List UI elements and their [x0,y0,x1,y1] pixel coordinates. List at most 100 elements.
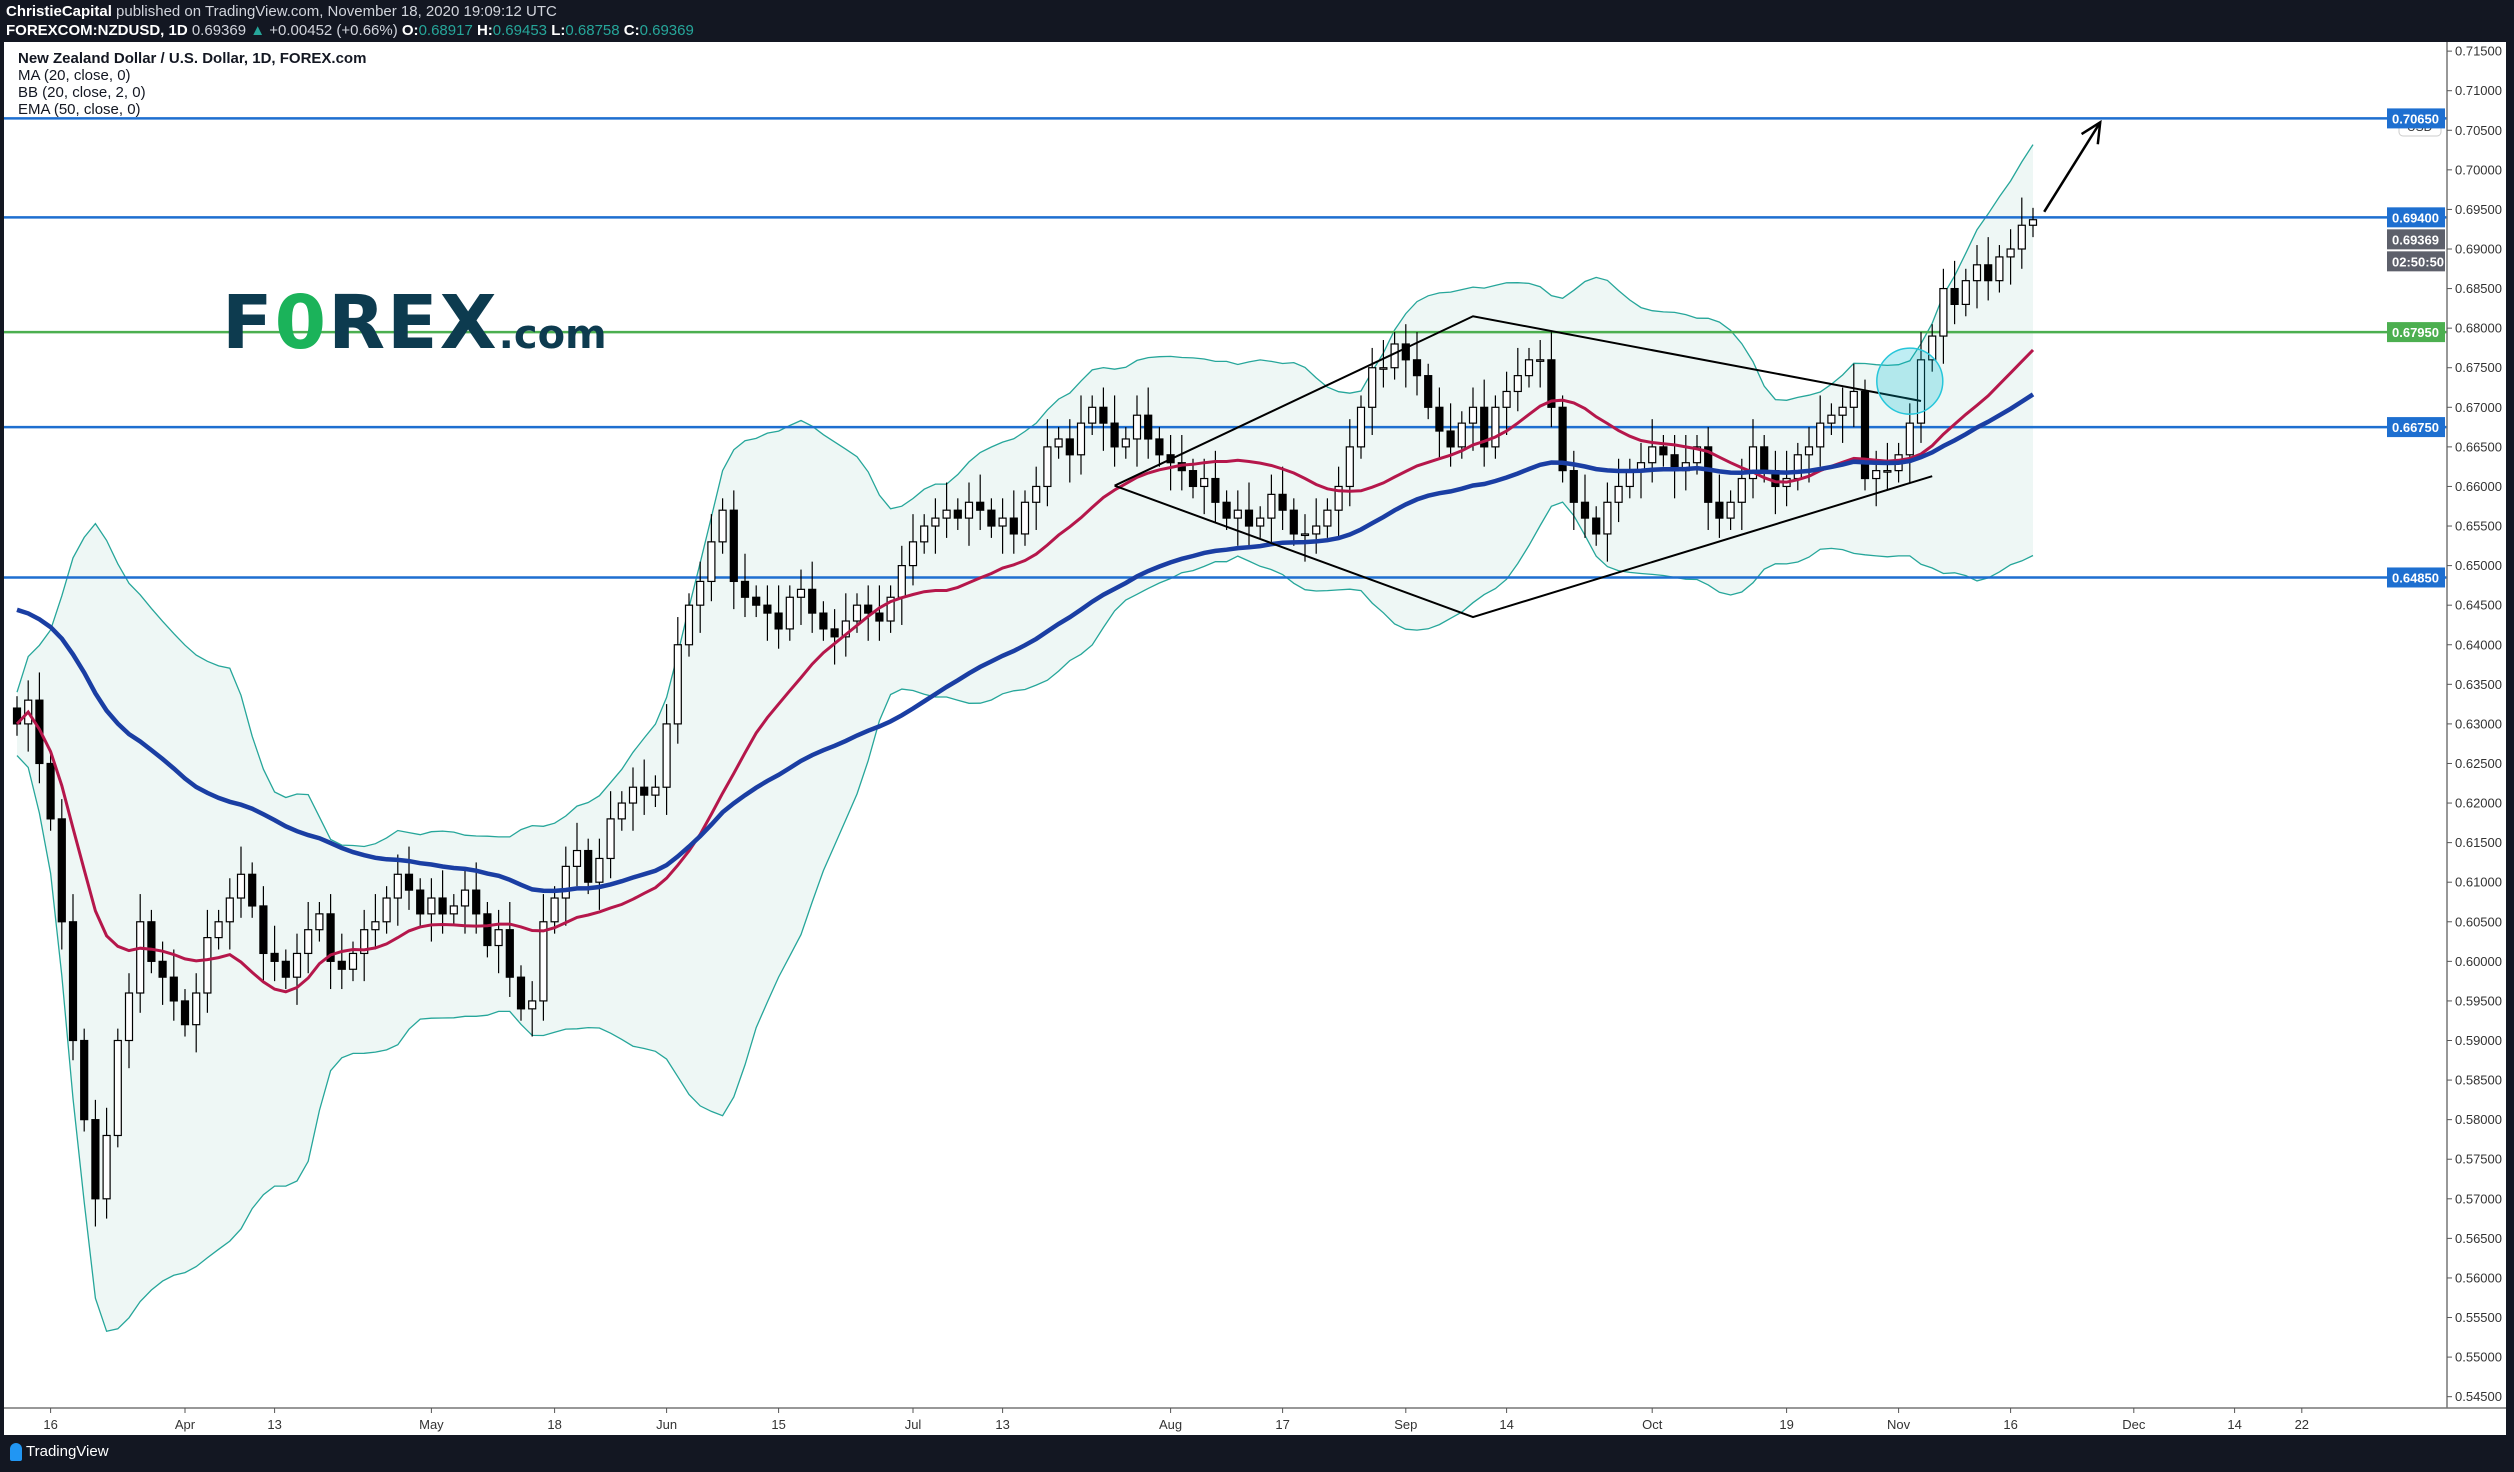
legend-ma[interactable]: MA (20, close, 0) [18,67,131,84]
price-tick-label: 0.56500 [2455,1231,2502,1246]
price-tick-label: 0.66500 [2455,439,2502,454]
candle-up [1256,517,1265,527]
candle-down [1704,446,1713,503]
price-tick-label: 0.56000 [2455,1270,2502,1285]
level-price-badge: 0.69400 [2392,210,2439,225]
tradingview-logo[interactable]: TradingView [10,1443,109,1462]
candle-up [1883,470,1892,473]
candle-up [886,596,895,622]
level-price-badge-bg [2387,567,2445,588]
ema50-line [16,392,2035,894]
bollinger-band-fill [17,144,2033,1332]
candle-up [841,620,850,638]
last-price-badge-bg [2387,229,2445,250]
candle-up [1603,501,1612,535]
tradingview-brand: TradingView [26,1443,109,1460]
level-price-badge: 0.67950 [2392,325,2439,340]
candle-down [270,952,279,962]
candle-up [192,992,201,1026]
bollinger-lower-line [16,501,2034,1333]
candle-down [169,976,178,1002]
candle-down [740,580,750,598]
candle-up [920,525,929,543]
candle-up [964,501,974,519]
candle-up [494,929,503,947]
candle-down [91,1119,100,1200]
price-tick-label: 0.62000 [2455,796,2502,811]
candle-up [1502,390,1511,408]
candle-down [1211,477,1220,503]
bar-countdown-badge-bg [2387,251,2445,272]
candle-up [427,897,436,915]
candle-down [68,921,78,1042]
time-tick-label: Dec [2122,1417,2146,1432]
candle-up [1748,446,1758,480]
candle-down [1155,438,1164,456]
candle-down [808,588,817,614]
candle-up [1536,359,1545,362]
level-price-badge-bg [2387,322,2445,343]
price-tick-label: 0.68500 [2455,281,2502,296]
candle-up [707,541,716,583]
candle-up [1692,446,1702,464]
candle-down [1659,446,1668,456]
legend-ema[interactable]: EMA (50, close, 0) [18,101,141,118]
published-text: published on TradingView.com, November 1… [116,3,557,20]
candle-up [1368,367,1377,408]
price-tick-label: 0.67000 [2455,400,2502,415]
low-value: 0.68758 [565,22,620,39]
candle-down [483,913,492,947]
candle-down [1110,422,1119,448]
candle-up [1200,477,1209,488]
candle-down [326,913,335,962]
time-tick-label: Jun [656,1417,677,1432]
price-tick-label: 0.59500 [2455,993,2502,1008]
candle-down [438,897,447,915]
candle-up [606,818,615,860]
price-tick-label: 0.69500 [2455,202,2502,217]
candle-up [796,588,806,598]
open-label: O: [401,22,419,39]
candle-up [718,509,727,543]
time-tick-label: 14 [1499,1417,1513,1432]
candle-down [1592,517,1601,535]
candle-up [1468,406,1478,424]
candle-up [1816,422,1825,448]
level-price-badge-bg [2387,417,2445,438]
plot-area [4,117,2447,1333]
candle-down [729,509,738,583]
change: +0.00452 (+0.66%) [269,22,398,39]
bollinger-upper-line [16,144,2034,848]
candle-down [752,596,761,606]
price-tick-label: 0.68000 [2455,321,2502,336]
publisher[interactable]: ChristieCapital [6,3,112,20]
candle-up [2028,219,2038,226]
candle-up [617,802,626,820]
price-tick-label: 0.61500 [2455,835,2502,850]
level-price-badge: 0.66750 [2392,420,2439,435]
price-tick-label: 0.71500 [2455,44,2502,59]
candle-up [550,897,559,923]
chart-pane[interactable]: New Zealand Dollar / U.S. Dollar, 1D, FO… [4,42,2506,1435]
candle-up [572,849,582,867]
candle-up [651,786,660,796]
candle-up [561,865,570,899]
symbol: FOREXCOM:NZDUSD, 1D [6,22,188,39]
tradingview-icon [10,1443,22,1462]
candle-down [1289,509,1298,535]
candle-up [124,992,134,1042]
candle-up [1088,406,1097,424]
candle-up [136,921,145,994]
candle-down [516,976,526,1010]
candle-up [1390,343,1399,369]
time-axis [4,1408,2506,1435]
legend-bb[interactable]: BB (20, close, 2, 0) [18,84,146,101]
candle-up [1928,335,1937,361]
candle-up [2006,248,2015,258]
candle-up [360,929,369,955]
candle-down [46,762,55,820]
candle-up [1267,493,1276,519]
candle-down [1401,343,1410,361]
candle-up [102,1134,111,1200]
